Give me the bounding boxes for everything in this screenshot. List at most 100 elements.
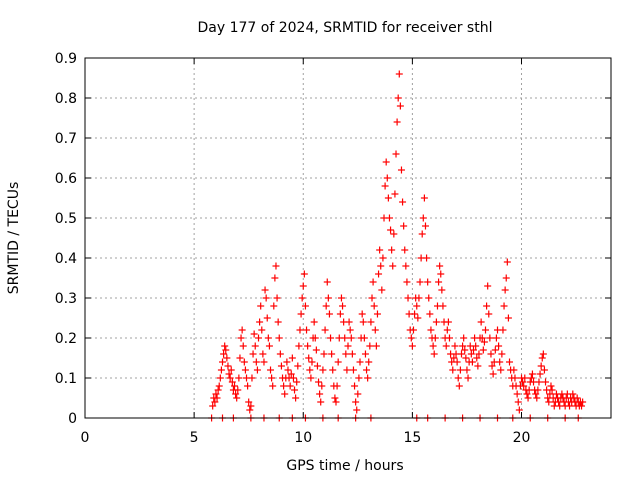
data-point [395, 70, 403, 78]
data-point [513, 390, 521, 398]
data-point [449, 366, 457, 374]
data-point [420, 194, 428, 202]
data-point [234, 386, 242, 394]
data-point [502, 274, 510, 282]
data-point [284, 366, 292, 374]
data-point [223, 354, 231, 362]
data-point [293, 378, 301, 386]
data-point [334, 358, 342, 366]
data-point [280, 382, 288, 390]
data-point [351, 382, 359, 390]
data-point [286, 382, 294, 390]
data-point [403, 278, 411, 286]
data-point [263, 314, 271, 322]
y-tick-label: 0.3 [55, 291, 77, 307]
data-point [467, 350, 475, 358]
data-point [370, 302, 378, 310]
data-point [390, 230, 398, 238]
data-point [222, 346, 230, 354]
data-point [454, 374, 462, 382]
plot-frame [84, 57, 612, 419]
data-point [431, 334, 439, 342]
data-point [546, 390, 554, 398]
data-point [382, 158, 390, 166]
data-point [366, 342, 374, 350]
y-tick-label: 0.7 [55, 131, 77, 147]
data-point [251, 342, 259, 350]
data-point [520, 382, 528, 390]
data-point [211, 398, 219, 406]
y-tick-label: 0.1 [55, 371, 77, 387]
data-point [435, 278, 443, 286]
data-point [566, 402, 574, 410]
data-point [349, 366, 357, 374]
data-point [256, 318, 264, 326]
data-point [250, 330, 258, 338]
data-point [226, 374, 234, 382]
data-point [361, 350, 369, 358]
data-point [443, 326, 451, 334]
data-point [404, 294, 412, 302]
data-point [232, 390, 240, 398]
data-point [421, 222, 429, 230]
data-point [515, 406, 523, 414]
data-point [344, 342, 352, 350]
data-point [252, 358, 260, 366]
data-point [537, 362, 545, 370]
data-point [462, 354, 470, 362]
data-point [579, 398, 587, 406]
data-point [399, 198, 407, 206]
x-tick-label: 5 [190, 430, 199, 446]
data-point [308, 358, 316, 366]
data-point [430, 350, 438, 358]
data-point [248, 374, 256, 382]
data-point [425, 294, 433, 302]
data-point [485, 310, 493, 318]
y-tick-label: 0.4 [55, 251, 77, 267]
data-point [503, 258, 511, 266]
data-point [495, 342, 503, 350]
data-point [215, 382, 223, 390]
data-point [241, 366, 249, 374]
data-point [383, 174, 391, 182]
data-point [376, 246, 384, 254]
data-point [378, 286, 386, 294]
data-point [548, 386, 556, 394]
data-point [479, 346, 487, 354]
data-point [240, 358, 248, 366]
data-point [213, 394, 221, 402]
data-point [274, 318, 282, 326]
data-point [343, 366, 351, 374]
data-point [377, 262, 385, 270]
x-tick-label: 10 [294, 430, 312, 446]
data-point [356, 358, 364, 366]
data-point [464, 374, 472, 382]
data-point [260, 358, 268, 366]
data-point [396, 102, 404, 110]
data-point [315, 378, 323, 386]
data-point [484, 282, 492, 290]
data-point [355, 374, 363, 382]
data-point [389, 262, 397, 270]
data-point [288, 354, 296, 362]
data-point [536, 370, 544, 378]
data-point [320, 350, 328, 358]
data-point [237, 334, 245, 342]
data-point [436, 262, 444, 270]
data-point [469, 346, 477, 354]
data-point [277, 362, 285, 370]
data-point [247, 402, 255, 410]
data-point [535, 378, 543, 386]
data-point [276, 350, 284, 358]
y-tick-label: 0.9 [55, 51, 77, 67]
data-point [500, 302, 508, 310]
data-point [292, 394, 300, 402]
data-point [532, 390, 540, 398]
y-tick-label: 0.5 [55, 211, 77, 227]
data-point [332, 398, 340, 406]
data-point [228, 378, 236, 386]
data-point [275, 334, 283, 342]
data-point [384, 194, 392, 202]
data-point [342, 350, 350, 358]
data-point [411, 310, 419, 318]
